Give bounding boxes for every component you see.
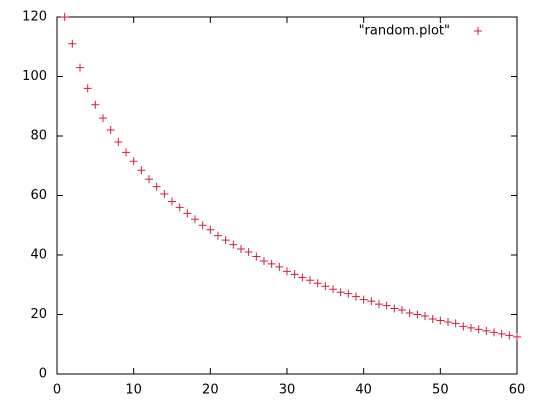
point — [145, 175, 153, 184]
point — [459, 322, 468, 331]
point — [513, 332, 521, 341]
point — [306, 276, 314, 285]
point — [168, 197, 176, 206]
legend-marker — [474, 27, 482, 35]
point — [321, 282, 330, 291]
point — [490, 328, 498, 337]
x-tick-label: 20 — [202, 383, 219, 398]
point — [229, 240, 238, 249]
point — [413, 310, 422, 319]
point — [91, 100, 100, 109]
point — [390, 304, 399, 313]
point — [444, 317, 452, 326]
point — [298, 273, 307, 282]
point — [221, 236, 230, 245]
point — [336, 288, 345, 297]
point — [482, 326, 491, 335]
point — [114, 137, 123, 146]
point — [237, 245, 245, 254]
point — [451, 319, 460, 328]
point — [129, 157, 138, 166]
point — [175, 203, 184, 212]
point — [352, 292, 360, 301]
point — [505, 331, 514, 340]
point — [267, 259, 276, 268]
point — [252, 252, 261, 261]
point — [382, 301, 391, 310]
point — [428, 314, 437, 323]
y-tick-label: 0 — [39, 367, 47, 382]
point — [359, 295, 368, 304]
point — [83, 84, 92, 93]
point — [467, 323, 475, 332]
point — [405, 309, 414, 318]
point — [76, 63, 84, 72]
point — [375, 300, 383, 309]
point — [474, 325, 483, 334]
x-tick-label: 30 — [279, 383, 296, 398]
point — [214, 231, 222, 240]
x-tick-label: 50 — [432, 383, 449, 398]
point — [398, 306, 406, 315]
point — [436, 316, 445, 325]
x-tick-label: 60 — [509, 383, 526, 398]
point — [60, 13, 69, 21]
point — [198, 221, 207, 230]
point — [137, 166, 146, 175]
x-tick-label: 0 — [53, 383, 61, 398]
legend-label: "random.plot" — [359, 24, 450, 39]
point — [191, 215, 199, 224]
point — [122, 148, 130, 157]
point — [152, 182, 161, 191]
y-tick-label: 40 — [30, 248, 47, 263]
point — [206, 225, 215, 234]
point — [329, 285, 337, 294]
point — [283, 267, 291, 276]
point — [367, 297, 376, 306]
y-tick-label: 60 — [30, 188, 47, 203]
x-tick-label: 10 — [125, 383, 142, 398]
point — [260, 256, 268, 265]
point — [344, 289, 353, 298]
point — [160, 190, 169, 199]
point — [313, 279, 322, 288]
point — [68, 39, 77, 48]
point — [275, 262, 284, 271]
point — [497, 329, 506, 338]
point — [421, 311, 429, 320]
point — [106, 126, 115, 135]
y-tick-label: 20 — [30, 307, 47, 322]
y-tick-label: 100 — [22, 69, 47, 84]
point — [244, 248, 253, 257]
point — [290, 270, 299, 279]
x-tick-label: 40 — [355, 383, 372, 398]
y-tick-label: 80 — [30, 129, 47, 144]
point — [183, 209, 192, 218]
y-tick-label: 120 — [22, 10, 47, 25]
point — [99, 114, 107, 123]
